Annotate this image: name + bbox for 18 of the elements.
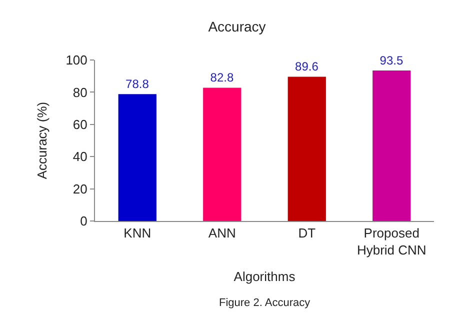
y-tick-label: 20: [72, 181, 88, 196]
chart-title: Accuracy: [208, 18, 266, 35]
y-axis-title: Accuracy (%): [34, 102, 50, 180]
caption: Figure 2. Accuracy: [219, 297, 311, 309]
x-tick-label: ANN: [208, 226, 236, 241]
x-axis-title: Algorithms: [234, 269, 296, 284]
x-tick-label: KNN: [124, 226, 152, 241]
y-tick-label: 40: [72, 149, 88, 164]
data-label: 89.6: [295, 60, 319, 74]
y-tick-label: 60: [72, 116, 88, 132]
x-tick-label: Proposed Hybrid CNN: [356, 226, 426, 258]
y-tick-label: 80: [72, 84, 88, 100]
data-label: 78.8: [126, 77, 150, 92]
y-tick-label: 0: [80, 214, 88, 229]
data-label: 82.8: [210, 70, 234, 85]
y-tick-label: 100: [66, 52, 88, 68]
x-tick-label: DT: [298, 226, 316, 241]
data-label: 93.5: [380, 53, 404, 68]
